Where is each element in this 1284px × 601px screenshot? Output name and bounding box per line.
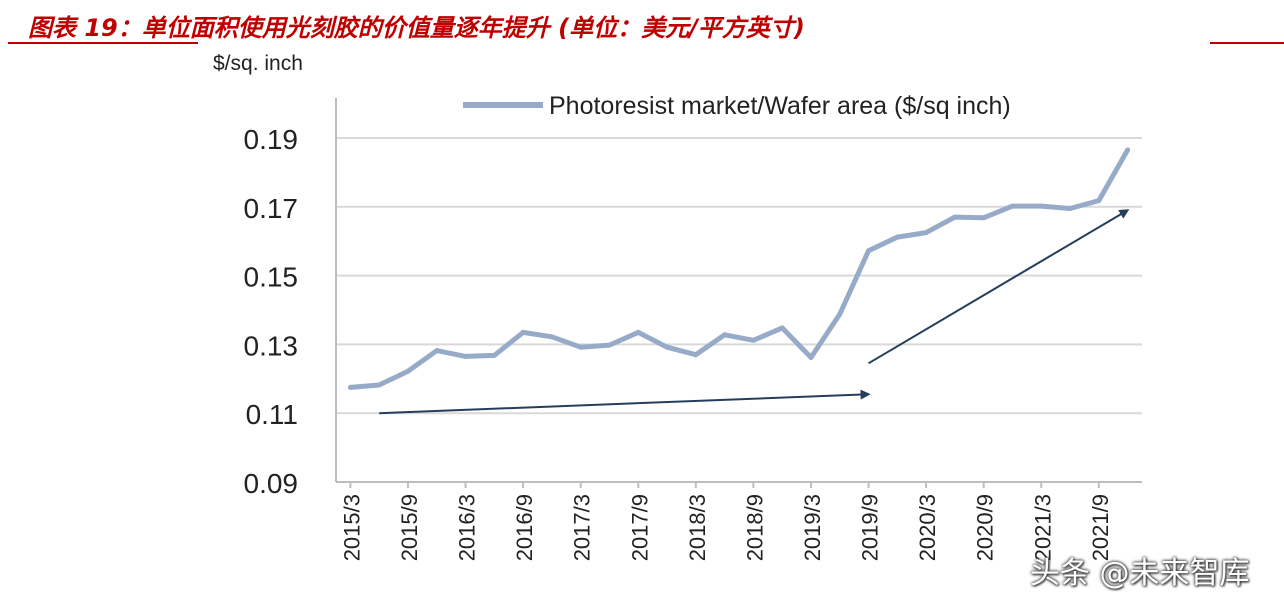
axes bbox=[335, 98, 1142, 488]
data-point bbox=[750, 337, 756, 343]
x-tick-label: 2017/9 bbox=[627, 494, 652, 561]
series-line bbox=[347, 147, 1131, 390]
x-tick-label: 2016/3 bbox=[455, 494, 480, 561]
x-tick-label: 2019/9 bbox=[858, 494, 883, 561]
title-rule-left bbox=[8, 42, 198, 44]
trend-arrow bbox=[379, 389, 871, 415]
data-point bbox=[434, 348, 440, 354]
data-point bbox=[1009, 203, 1015, 209]
y-tick-label: 0.11 bbox=[246, 399, 298, 430]
x-tick-label: 2021/9 bbox=[1088, 494, 1113, 561]
x-tick-label: 2019/3 bbox=[800, 494, 825, 561]
x-tick-label: 2018/9 bbox=[742, 494, 767, 561]
data-point bbox=[635, 329, 641, 335]
x-tick-label: 2020/3 bbox=[915, 494, 940, 561]
legend: Photoresist market/Wafer area ($/sq inch… bbox=[463, 92, 1011, 120]
y-tick-label: 0.19 bbox=[244, 124, 299, 155]
data-point bbox=[722, 332, 728, 338]
data-point bbox=[779, 325, 785, 331]
y-tick-label: 0.09 bbox=[244, 468, 299, 499]
x-tick-label: 2018/3 bbox=[685, 494, 710, 561]
x-tick-label: 2015/3 bbox=[339, 494, 364, 561]
data-point bbox=[664, 344, 670, 350]
watermark: 头条 @未来智库 bbox=[1030, 556, 1250, 591]
data-point bbox=[463, 353, 469, 359]
data-point bbox=[952, 214, 958, 220]
y-tick-labels: 0.19 0.17 0.15 0.13 0.11 0.09 bbox=[244, 124, 299, 499]
x-tick-label: 2016/9 bbox=[512, 494, 537, 561]
data-point bbox=[981, 215, 987, 221]
y-axis-unit-label: $/sq. inch bbox=[213, 52, 303, 75]
gridlines bbox=[336, 137, 1142, 415]
data-point bbox=[923, 230, 929, 236]
y-tick-label: 0.13 bbox=[244, 330, 299, 361]
data-point bbox=[693, 352, 699, 358]
x-tick-labels: 2015/3 2015/9 2016/3 2016/9 2017/3 2017/9 2018… bbox=[339, 494, 1112, 561]
data-point bbox=[1125, 147, 1131, 153]
data-point bbox=[520, 329, 526, 335]
y-tick-label: 0.17 bbox=[244, 193, 299, 224]
trend-arrow bbox=[868, 209, 1130, 365]
title-rule-right bbox=[1210, 42, 1284, 44]
x-tick-label: 2015/9 bbox=[397, 494, 422, 561]
chart-title: 图表 19：单位面积使用光刻胶的价值量逐年提升 (单位：美元/平方英寸) bbox=[28, 14, 805, 42]
data-point bbox=[1038, 203, 1044, 209]
data-point bbox=[376, 382, 382, 388]
data-point bbox=[894, 234, 900, 240]
trend-arrows bbox=[379, 209, 1130, 415]
data-point bbox=[405, 368, 411, 374]
y-tick-label: 0.15 bbox=[244, 262, 299, 293]
x-tick-label: 2020/9 bbox=[973, 494, 998, 561]
data-point bbox=[866, 248, 872, 254]
series-lines bbox=[347, 147, 1131, 390]
data-point bbox=[347, 384, 353, 390]
data-point bbox=[549, 334, 555, 340]
data-point bbox=[578, 344, 584, 350]
data-point bbox=[606, 342, 612, 348]
data-point bbox=[1096, 198, 1102, 204]
data-point bbox=[837, 311, 843, 317]
title-bar: 图表 19：单位面积使用光刻胶的价值量逐年提升 (单位：美元/平方英寸) bbox=[0, 0, 1284, 48]
x-tick-label: 2017/3 bbox=[570, 494, 595, 561]
data-point bbox=[808, 354, 814, 360]
legend-label: Photoresist market/Wafer area ($/sq inch… bbox=[549, 92, 1011, 120]
data-point bbox=[1067, 206, 1073, 212]
data-point bbox=[491, 352, 497, 358]
x-tick-label: 2021/3 bbox=[1030, 494, 1055, 561]
